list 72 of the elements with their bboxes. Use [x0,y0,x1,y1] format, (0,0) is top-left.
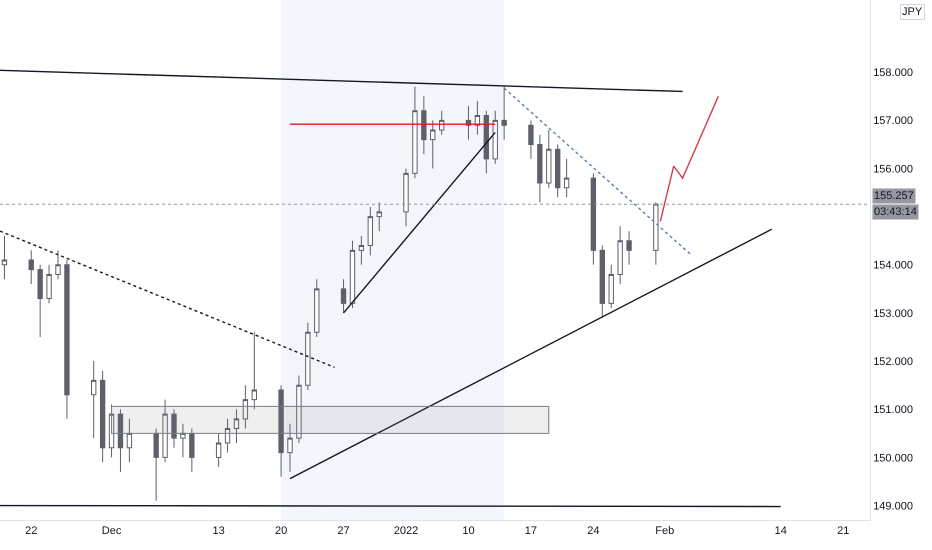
candlestick [100,370,106,463]
candlestick [234,408,240,444]
candlestick [368,206,373,256]
candlestick [430,120,436,170]
candlestick [412,86,418,179]
candlestick [64,260,70,420]
candlestick [484,110,489,174]
y-tick-label: 149.000 [873,500,913,512]
candlestick [626,230,632,266]
candlestick [564,158,570,198]
y-tick-label: 157.000 [873,115,913,128]
candlestick [617,226,623,285]
y-tick-label: 150.000 [873,452,913,464]
candlestick [162,399,168,463]
x-tick-label: 14 [774,525,787,538]
candlestick [403,168,409,227]
candlestick [358,235,364,266]
candlestick [287,423,293,472]
x-tick-label: Dec [102,525,122,538]
x-tick-label: 17 [524,525,538,538]
candlestick [608,264,614,309]
y-tick-label: 153.000 [873,308,913,320]
x-tick-label: 10 [462,525,475,538]
candlestick [296,375,302,444]
x-tick-label: 27 [337,525,350,538]
x-tick-label: 22 [25,525,38,538]
candlestick [224,418,230,454]
candlestick [340,278,346,314]
candlestick [376,202,382,232]
y-tick-label: 151.000 [873,404,913,416]
candlestick [171,408,177,448]
y-tick-label: 152.000 [873,356,913,368]
candlestick [278,384,284,478]
line-series [660,96,720,222]
candlestick [305,322,311,390]
candlestick [126,418,132,463]
candlestick [252,332,257,410]
y-tick-label: 154.000 [873,260,913,272]
candlestick [216,432,222,468]
candlestick [28,250,34,285]
candlestick [421,96,427,155]
x-tick-label: 2022 [394,525,418,538]
y-tick-label: 156.000 [873,163,913,176]
candlestick [55,250,61,280]
x-tick-label: 13 [212,525,225,538]
candlestick [37,264,43,338]
y-tick-label: 158.000 [873,67,913,80]
candlestick [242,384,248,430]
candlestick [118,408,124,472]
x-tick-label: 20 [274,525,288,538]
candlestick [600,245,605,318]
text: 03:43:14 [874,206,917,218]
candlestick [590,172,596,266]
candlestick [555,144,560,198]
candlestick [546,130,552,188]
ref-line-label: 155.257 [874,190,914,202]
x-tick-label: 21 [837,525,850,538]
text: JPY [902,6,923,18]
candlestick [189,428,195,472]
candlestick [46,264,52,304]
x-tick-label: Feb [655,525,674,538]
candlestick [528,120,534,160]
candlestick [91,360,96,439]
candlestick [537,134,543,203]
candlestick [180,423,186,458]
candlestick [153,428,159,502]
candlestick [492,110,498,164]
candlestick [350,240,356,309]
candlestick [501,86,507,140]
x-tick-label: 24 [587,525,600,538]
candlestick [653,202,659,266]
candlestick [314,278,320,338]
